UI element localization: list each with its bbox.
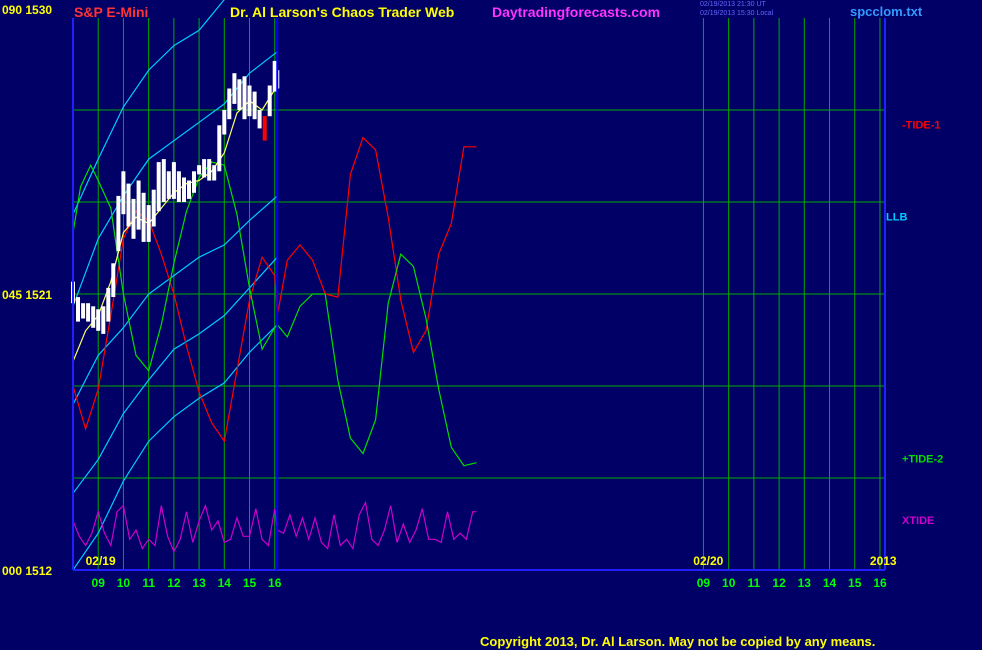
x-axis-date-label: 02/20: [693, 554, 723, 568]
axis-labels: 090 1530 045 1521 000 1512 09 10 11 12 13 14 15 16…: [2, 3, 943, 590]
tide2-line: [72, 161, 477, 467]
x-axis-date-label: 02/19: [86, 554, 116, 568]
x-axis-hour-label: 11: [748, 576, 761, 590]
price-bar: [247, 85, 252, 117]
copyright-notice: Copyright 2013, Dr. Al Larson. May not b…: [480, 634, 876, 649]
price-bar: [141, 192, 146, 242]
price-bar: [192, 171, 196, 193]
price-bar: [116, 195, 121, 252]
legend-label: -TIDE-1: [902, 119, 941, 131]
price-bar: [171, 162, 176, 199]
x-axis-date-label: 2013: [870, 554, 897, 568]
x-axis-hour-label: 12: [167, 576, 181, 590]
y-axis-label: 045 1521: [2, 288, 52, 302]
llb-band-line: [72, 256, 278, 494]
price-bars: [71, 60, 280, 362]
data-filename: spcclom.txt: [850, 4, 923, 19]
page-title: Dr. Al Larson's Chaos Trader Web: [230, 4, 455, 20]
price-bar: [202, 159, 207, 178]
x-axis-hour-label: 13: [192, 576, 206, 590]
price-bar: [176, 171, 181, 202]
price-bar: [106, 287, 111, 322]
llb-bands: [72, 0, 278, 571]
x-axis-hour-label: 16: [873, 576, 887, 590]
grid: [73, 18, 885, 570]
price-bar: [101, 306, 106, 334]
x-axis-hour-label: 09: [697, 576, 711, 590]
llb-band-line: [72, 0, 225, 215]
price-bar: [267, 85, 272, 117]
price-bar: [232, 73, 237, 104]
price-bar: [131, 198, 136, 239]
price-bar: [111, 263, 116, 297]
price-bar: [207, 159, 212, 181]
y-axis-label: 000 1512: [2, 564, 52, 578]
price-bar: [156, 162, 161, 212]
price-bar: [81, 303, 86, 319]
x-axis-hour-label: 15: [848, 576, 862, 590]
price-bar: [136, 180, 141, 230]
price-bar: [227, 88, 232, 120]
price-bar: [86, 303, 91, 322]
legend-label: +TIDE-2: [902, 454, 943, 466]
x-axis-hour-label: 14: [823, 576, 837, 590]
price-bar: [126, 183, 131, 227]
x-axis-hour-label: 10: [722, 576, 736, 590]
x-axis-hour-label: 11: [142, 576, 155, 590]
x-axis-hour-label: 10: [117, 576, 131, 590]
x-axis-hour-label: 16: [268, 576, 282, 590]
x-axis-hour-label: 14: [218, 576, 232, 590]
price-bar: [252, 91, 257, 120]
llb-band-line: [72, 324, 278, 571]
price-bar: [257, 110, 262, 129]
price-bar: [197, 165, 202, 175]
price-bar: [212, 165, 217, 181]
y-axis-label: 090 1530: [2, 3, 52, 17]
price-bar: [187, 180, 191, 199]
price-bar: [262, 116, 267, 141]
price-bar: [121, 171, 126, 215]
price-bar: [272, 60, 277, 92]
legend-label: LLB: [886, 211, 907, 223]
price-bar: [161, 159, 166, 202]
price-bar: [242, 76, 247, 120]
llb-band-line: [72, 195, 278, 405]
x-axis-hour-label: 09: [92, 576, 106, 590]
x-axis-hour-label: 13: [798, 576, 812, 590]
price-bar: [182, 177, 186, 202]
price-bar: [96, 309, 101, 331]
website-link[interactable]: Daytradingforecasts.com: [492, 4, 661, 20]
price-bar: [166, 171, 171, 199]
timestamp-ut: 02/19/2013 21:30 UT: [700, 1, 766, 8]
price-bar: [151, 189, 156, 227]
price-bar: [76, 297, 80, 322]
x-axis-hour-label: 12: [772, 576, 786, 590]
timestamp-local: 02/19/2013 15:30 Local: [700, 10, 774, 17]
price-bar: [91, 306, 96, 328]
legend-label: XTIDE: [902, 515, 934, 527]
xtide-line: [72, 500, 477, 554]
price-bar: [237, 79, 242, 110]
price-bar: [146, 205, 151, 242]
price-bar: [222, 110, 227, 135]
instrument-label: S&P E-Mini: [74, 4, 149, 20]
plot-frame: [72, 18, 886, 571]
x-axis-hour-label: 15: [243, 576, 257, 590]
price-bar: [217, 125, 222, 172]
